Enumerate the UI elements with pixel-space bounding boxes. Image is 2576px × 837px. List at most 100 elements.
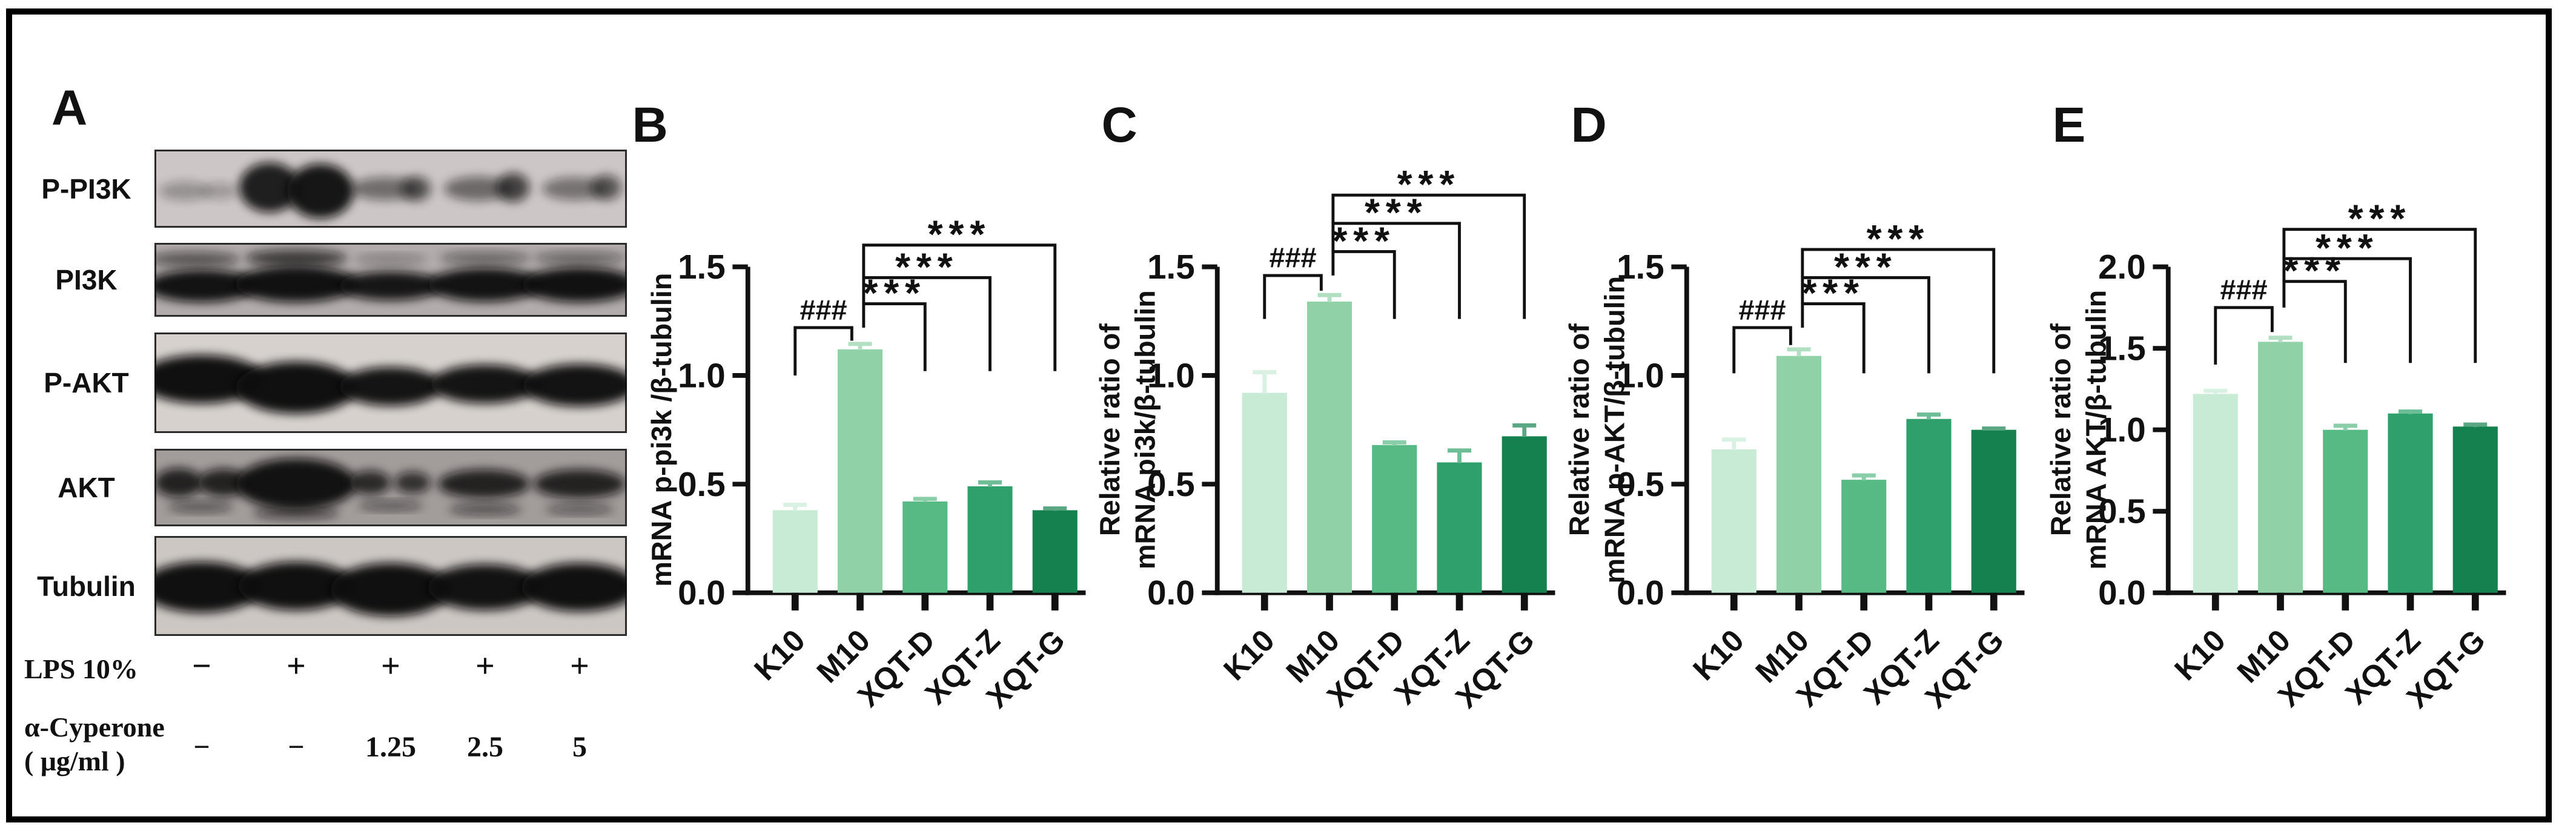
bar-XQT-D [2323, 429, 2368, 593]
y-tick-label: 0.5 [678, 465, 726, 503]
y-tick-label: 0.0 [1147, 574, 1195, 612]
cyperone-value: 5 [572, 731, 587, 763]
significance-stars: *** [895, 245, 958, 288]
lps-value: − [192, 647, 211, 685]
blot-label: Tubulin [37, 570, 136, 602]
protein-band [545, 505, 614, 514]
y-tick-label: 1.5 [2098, 329, 2146, 368]
protein-band [253, 507, 339, 519]
panel-letter: C [1102, 98, 1137, 153]
x-tick-label: K10 [1686, 623, 1750, 687]
western-blot-image [154, 243, 627, 317]
bar-XQT-G [2452, 426, 2498, 593]
svg-text:mRNA p-pi3k /β-tubulin: mRNA p-pi3k /β-tubulin [646, 273, 677, 587]
bar-XQT-D [1841, 480, 1887, 593]
significance-bracket [2214, 306, 2274, 365]
y-tick-label: 1.5 [678, 248, 726, 286]
significance-bracket [862, 243, 1057, 371]
bar-XQT-D [902, 501, 948, 593]
protein-band [202, 182, 237, 200]
bar-K10 [772, 510, 818, 593]
significance-stars: *** [1332, 219, 1395, 262]
western-blot-image [154, 150, 627, 228]
bar-XQT-Z [2388, 413, 2433, 593]
significance-hashes: ### [2220, 274, 2268, 305]
significance-bracket [2282, 228, 2477, 363]
svg-text:K10: K10 [1217, 623, 1281, 687]
y-axis-title: mRNA AKT/β-tubulin [2080, 290, 2111, 570]
protein-band [394, 472, 431, 494]
bar-XQT-Z [1437, 462, 1482, 593]
lps-value: + [381, 647, 400, 685]
protein-band [168, 501, 233, 512]
protein-band [534, 469, 626, 498]
blot-row-p-pi3k: P-PI3K [41, 150, 627, 228]
svg-text:Relative ratio of: Relative ratio of [1094, 323, 1125, 536]
protein-band [428, 564, 543, 610]
x-tick-label: K10 [2168, 623, 2232, 687]
y-tick-label: 0.0 [2098, 574, 2146, 612]
western-blot-image [154, 536, 627, 636]
bar-M10 [1306, 301, 1353, 593]
significance-bracket [1331, 250, 1396, 319]
lps-value: + [570, 647, 589, 685]
lps-value: + [286, 647, 306, 685]
y-axis-title: mRNA p-AKT/β-tubulin [1598, 276, 1630, 584]
significance-bracket [862, 302, 927, 371]
chart-panel-d: D Relative ratio of mRNA p-AKT/β-tubulin 0.… [1563, 91, 2035, 787]
significance-stars: *** [1834, 245, 1897, 288]
protein-band [331, 563, 451, 617]
significance-bracket [862, 276, 992, 371]
significance-stars: *** [1365, 191, 1428, 234]
significance-stars: *** [2316, 226, 2379, 270]
protein-band [154, 561, 262, 613]
svg-text:Relative ratio of: Relative ratio of [1563, 323, 1595, 536]
svg-text:mRNA pi3k/β-tubulin: mRNA pi3k/β-tubulin [1129, 290, 1161, 569]
blot-row-pi3k: PI3K [55, 243, 627, 317]
significance-hashes: ### [1739, 294, 1786, 325]
protein-band [159, 181, 211, 201]
blot-row-tubulin: Tubulin [37, 536, 627, 636]
y-tick-label: 1.0 [1617, 356, 1664, 394]
y-tick-label: 2.0 [2098, 248, 2146, 286]
lps-value: + [475, 647, 495, 685]
svg-text:K10: K10 [1686, 623, 1750, 687]
significance-bracket [1801, 302, 1866, 374]
protein-band [431, 365, 540, 403]
protein-band [245, 250, 347, 266]
bar-XQT-G [1971, 429, 2016, 593]
protein-band [236, 458, 356, 509]
y-tick-label: 0.0 [1617, 574, 1664, 612]
protein-band [591, 174, 621, 200]
protein-band [339, 367, 442, 406]
cyperone-value: 2.5 [467, 731, 503, 763]
western-blot-image [154, 449, 627, 526]
blot-label: AKT [58, 472, 115, 503]
western-blot-image [154, 332, 627, 433]
bar-K10 [1711, 449, 1757, 593]
panel-a-label: A [51, 81, 88, 136]
significance-hashes: ### [800, 294, 847, 325]
bar-XQT-G [1032, 510, 1078, 593]
protein-band [339, 271, 443, 300]
blot-label: P-PI3K [41, 173, 131, 205]
significance-bracket [1331, 193, 1526, 319]
chart-panel-c: C Relative ratio of mRNA pi3k/β-tubulin 0.0… [1093, 91, 1566, 787]
significance-bracket [2282, 257, 2412, 363]
blot-label: P-AKT [44, 367, 129, 399]
lps-label: LPS 10% [24, 653, 138, 684]
blot-label: PI3K [55, 264, 118, 296]
significance-bracket [1801, 248, 1996, 374]
bar-M10 [837, 349, 883, 593]
chart-panel-e: E Relative ratio of mRNA AKT/β-tubulin 0.0 0… [2044, 91, 2517, 787]
x-tick-label: K10 [747, 623, 812, 687]
cyperone-label: α-Cyperone [24, 712, 165, 743]
significance-stars: *** [1397, 162, 1460, 206]
significance-bracket [1263, 274, 1323, 319]
bar-XQT-G [1502, 436, 1547, 593]
panel-letter: D [1571, 98, 1607, 153]
y-tick-label: 1.0 [678, 356, 726, 394]
protein-band [354, 254, 427, 264]
y-tick-label: 0.5 [1617, 465, 1664, 503]
panel-letter: B [632, 98, 668, 153]
